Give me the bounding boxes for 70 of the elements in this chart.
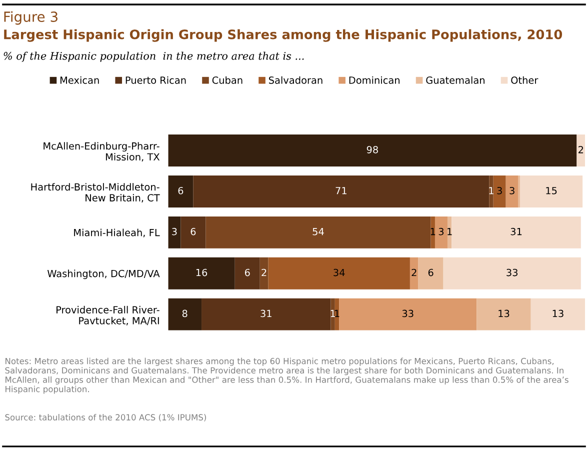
source-note: Source: tabulations of the 2010 ACS (1% IPUMS) bbox=[5, 414, 206, 422]
chart-subtitle: % of the Hispanic population in the metro area that is ... bbox=[4, 52, 304, 62]
data-label: 6 bbox=[244, 268, 250, 276]
legend-label: Cuban bbox=[212, 76, 242, 84]
legend-label: Guatemalan bbox=[426, 76, 484, 84]
data-label: 54 bbox=[312, 228, 324, 236]
bar bbox=[202, 298, 331, 330]
y-tick-label: Miami-Hialeah, FL bbox=[74, 228, 160, 238]
data-label: 33 bbox=[402, 310, 414, 318]
chart-title: Largest Hispanic Origin Group Shares among the Hispanic Populations, 2010 bbox=[4, 29, 562, 42]
data-label: 1 bbox=[330, 310, 336, 318]
bar bbox=[493, 176, 506, 208]
data-label: 34 bbox=[334, 268, 345, 276]
bar bbox=[168, 134, 577, 166]
legend-label: Puerto Rican bbox=[126, 76, 186, 84]
data-label: 6 bbox=[178, 186, 184, 194]
bar bbox=[506, 176, 518, 208]
bar bbox=[489, 176, 494, 208]
data-label: 31 bbox=[510, 228, 522, 236]
bar bbox=[520, 176, 583, 208]
text: Notes: Metro areas listed are the largest shares among the top 60 Hispanic metro populations for Mexicans, Puerto Ricans, Cubans, Salvadorans, Dominicans and Guatemalans. The Providence metro area is the largest share for both Dominicans and Guatemalans. In McAllen, all groups other than Mexican and "Other" are less than 0.5%. In Hartford, Guatemalans make up less than 0.5% of the area’s Hispanic population. bbox=[5, 358, 568, 394]
data-label: 3 bbox=[172, 228, 177, 236]
data-label: 15 bbox=[546, 187, 557, 194]
data-label: 2 bbox=[412, 268, 416, 276]
y-tick-label: Hartford-Bristol-Middleton- New Britain, CT bbox=[31, 183, 160, 202]
data-label: 13 bbox=[552, 310, 564, 318]
legend-label: Salvadoran bbox=[268, 76, 322, 84]
bar bbox=[476, 298, 531, 330]
data-label: 3 bbox=[438, 228, 444, 236]
bar bbox=[443, 257, 581, 290]
bar bbox=[260, 257, 268, 290]
data-label: 3 bbox=[510, 186, 514, 194]
y-tick-label: Providence-Fall River- Pavtucket, MA/RI bbox=[56, 306, 160, 326]
data-label: 33 bbox=[506, 268, 518, 276]
data-label: 71 bbox=[336, 187, 346, 194]
bar bbox=[576, 134, 586, 166]
data-label: 2 bbox=[262, 268, 266, 276]
bar bbox=[418, 257, 444, 290]
bar bbox=[206, 216, 431, 248]
data-label: 31 bbox=[260, 310, 272, 318]
data-label: 3 bbox=[497, 186, 502, 194]
bar bbox=[452, 216, 581, 248]
data-label: 6 bbox=[428, 268, 434, 276]
data-label: 8 bbox=[182, 310, 188, 318]
data-label: 6 bbox=[190, 228, 196, 236]
data-label: 98 bbox=[366, 146, 378, 154]
bar bbox=[168, 298, 202, 330]
y-tick-label: McAllen-Edinburg-Pharr- Mission, TX bbox=[44, 142, 160, 162]
bar bbox=[410, 257, 418, 290]
data-label: 13 bbox=[498, 310, 510, 318]
legend-label: Dominican bbox=[349, 76, 400, 84]
bar bbox=[234, 257, 260, 290]
caption: Figure 3 bbox=[4, 11, 58, 25]
data-label: 1 bbox=[489, 187, 494, 194]
bar bbox=[339, 298, 477, 330]
data-label: 16 bbox=[196, 268, 208, 276]
bar bbox=[180, 216, 206, 248]
data-label: 1 bbox=[448, 228, 452, 236]
bar bbox=[268, 257, 410, 290]
y-tick-label: Washington, DC/MD/VA bbox=[47, 270, 160, 280]
bar bbox=[168, 216, 181, 248]
bar bbox=[168, 176, 194, 208]
legend-label: Other bbox=[511, 76, 538, 84]
bar bbox=[434, 216, 448, 248]
data-label: 1 bbox=[430, 228, 436, 236]
data-label: 2 bbox=[578, 146, 584, 154]
bar bbox=[168, 257, 235, 290]
legend-label: Mexican bbox=[60, 76, 99, 84]
bar bbox=[193, 176, 490, 208]
bar bbox=[530, 298, 586, 330]
